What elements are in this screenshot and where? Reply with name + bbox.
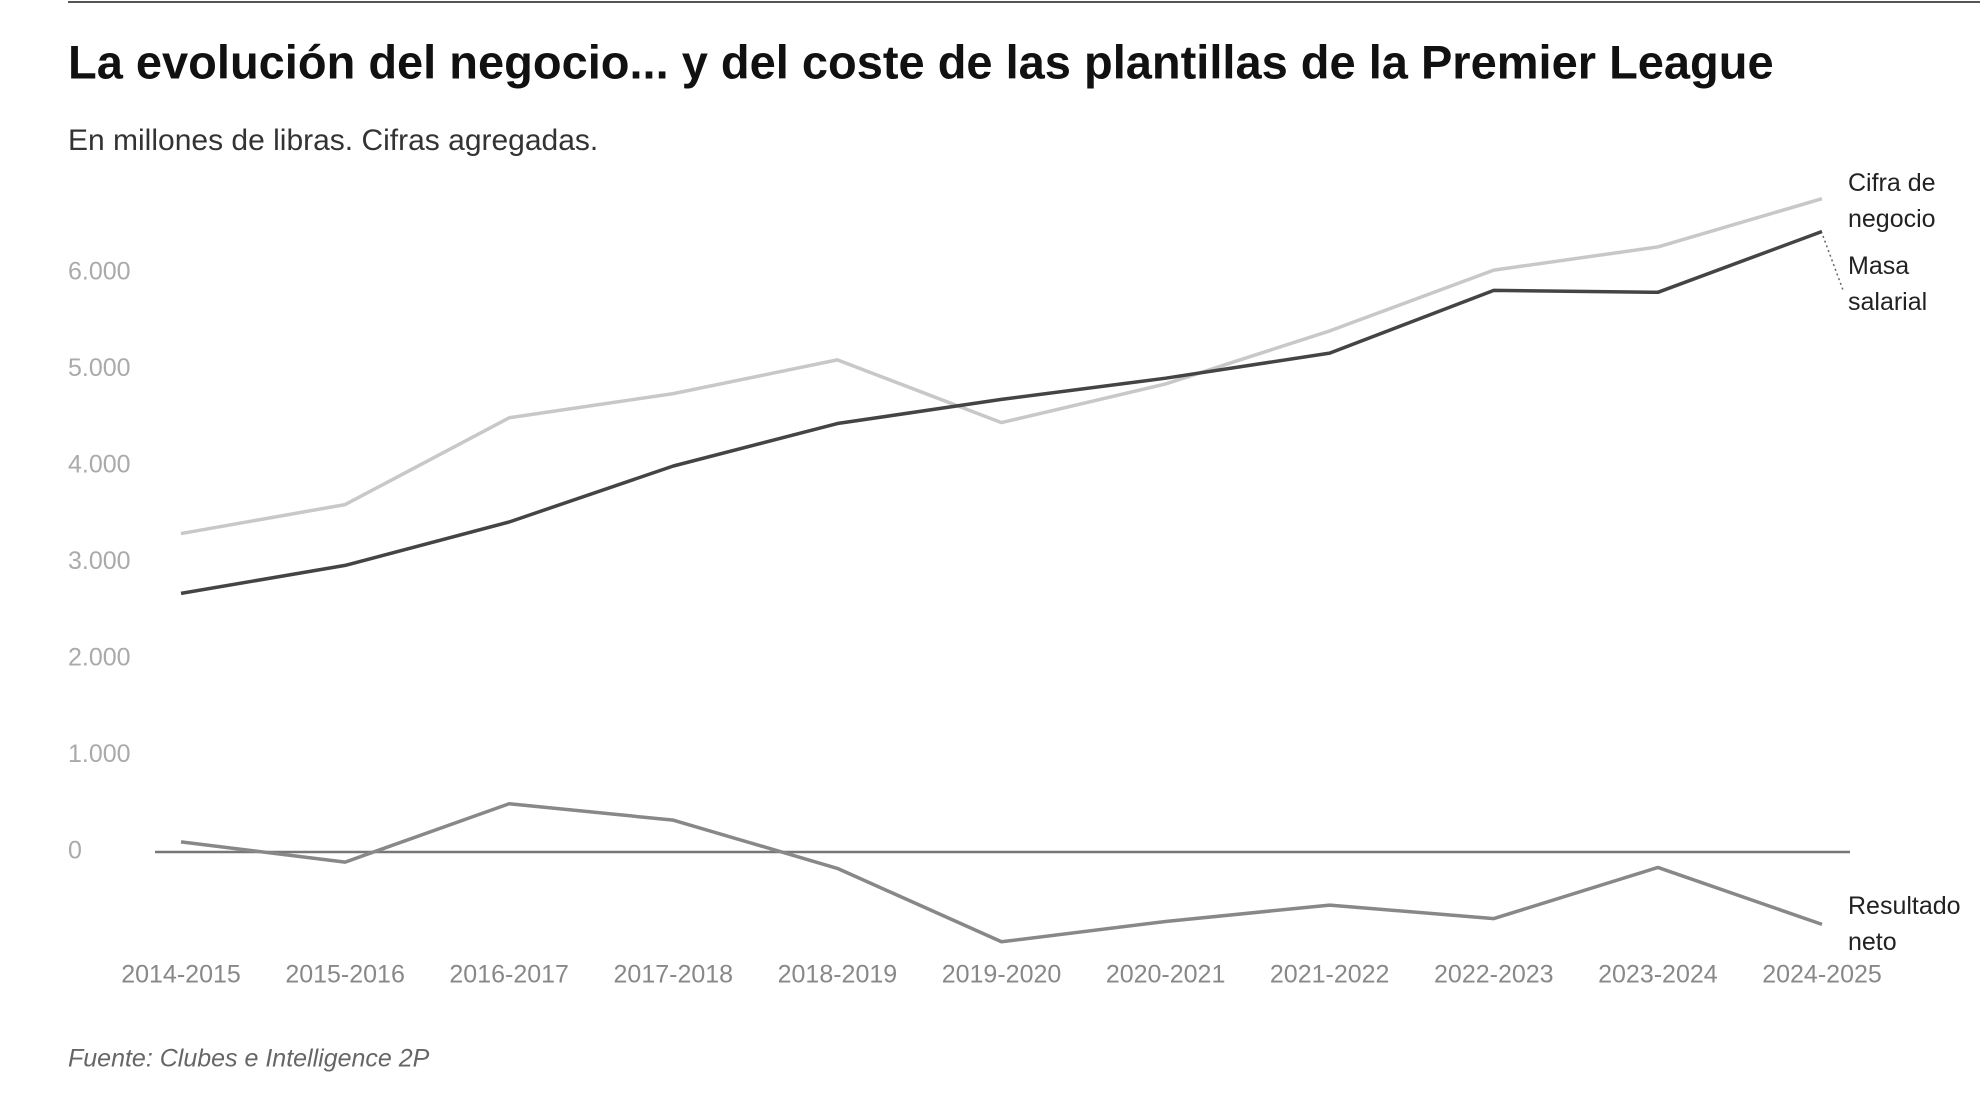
x-tick-label: 2019-2020 xyxy=(942,961,1062,989)
series-line xyxy=(180,197,1823,536)
x-tick-label: 2024-2025 xyxy=(1762,961,1882,989)
series-line xyxy=(180,229,1823,596)
series-label: Cifra de negocio xyxy=(1848,169,1936,233)
x-tick-label: 2021-2022 xyxy=(1270,961,1390,989)
y-tick-label: 3.000 xyxy=(68,547,131,575)
source: Fuente: Clubes e Intelligence 2P xyxy=(68,1045,430,1073)
x-tick-label: 2014-2015 xyxy=(121,961,241,989)
chart-title: La evolución del negocio... y del coste … xyxy=(68,35,1774,88)
series-label: Masa salarial xyxy=(1848,252,1928,316)
x-tick-label: 2015-2016 xyxy=(285,961,405,989)
series-label: Resultado neto xyxy=(1848,892,1961,956)
x-tick-label: 2022-2023 xyxy=(1434,961,1554,989)
x-tick-label: 2017-2018 xyxy=(614,961,734,989)
x-tick-label: 2023-2024 xyxy=(1598,961,1718,989)
x-tick-label: 2016-2017 xyxy=(449,961,569,989)
y-tick-label: 5.000 xyxy=(68,354,131,382)
y-tick-label: 1.000 xyxy=(68,740,131,768)
y-tick-label: 2.000 xyxy=(68,644,131,672)
series-line xyxy=(180,802,1823,944)
chart-subtitle: En millones de libras. Cifras agregadas. xyxy=(68,124,598,157)
y-tick-label: 0 xyxy=(68,837,82,865)
x-tick-label: 2018-2019 xyxy=(778,961,898,989)
x-tick-label: 2020-2021 xyxy=(1106,961,1226,989)
y-tick-label: 4.000 xyxy=(68,451,131,479)
label-connector xyxy=(1822,235,1844,291)
y-tick-label: 6.000 xyxy=(68,258,131,286)
